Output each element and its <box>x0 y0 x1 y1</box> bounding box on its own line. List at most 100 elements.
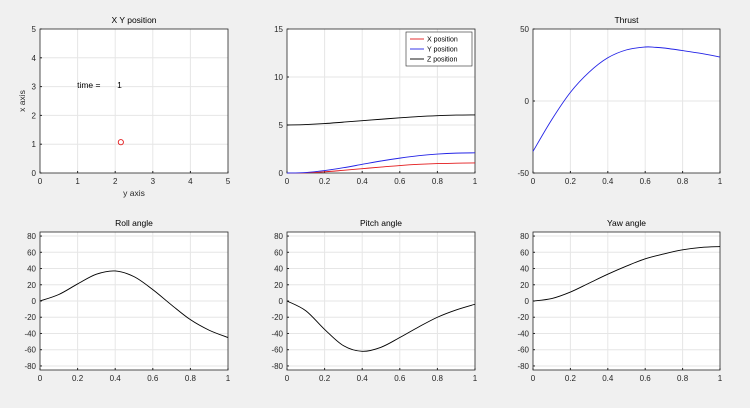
y-tick-label: 0 <box>525 297 530 306</box>
x-axis-label: y axis <box>123 188 145 198</box>
axes-box <box>286 28 476 174</box>
x-tick-label: 0.4 <box>110 374 122 383</box>
y-tick-label: -80 <box>24 362 36 371</box>
x-tick-label: 0 <box>531 374 536 383</box>
y-tick-label: 2 <box>32 111 37 120</box>
y-tick-label: -50 <box>517 169 529 178</box>
x-tick-label: 0.4 <box>357 374 369 383</box>
series-line <box>286 152 476 174</box>
x-tick-label: 0.2 <box>319 177 331 186</box>
series-line <box>286 114 476 126</box>
y-tick-label: -20 <box>24 313 36 322</box>
series-line <box>39 270 229 338</box>
x-tick-label: 0.8 <box>677 374 689 383</box>
y-tick-label: 5 <box>279 121 284 130</box>
legend-label: Y position <box>427 47 458 54</box>
x-tick-label: 0.2 <box>565 374 577 383</box>
y-tick-label: 0 <box>525 97 530 106</box>
time-value: 1 <box>117 80 122 90</box>
y-tick-label: 40 <box>27 265 36 274</box>
x-tick-label: 0.6 <box>640 177 652 186</box>
x-tick-label: 0.2 <box>565 177 577 186</box>
x-tick-label: 0.4 <box>357 177 369 186</box>
x-tick-label: 0.4 <box>602 177 614 186</box>
x-tick-label: 1 <box>718 374 723 383</box>
chart-title: Thrust <box>614 15 639 25</box>
y-tick-label: 60 <box>520 248 529 257</box>
x-tick-label: 0 <box>285 177 290 186</box>
x-tick-label: 2 <box>113 177 118 186</box>
legend-label: X position <box>427 37 458 44</box>
chart-title: Roll angle <box>115 218 153 228</box>
y-tick-label: 80 <box>27 232 36 241</box>
chart-title: X Y position <box>111 15 156 25</box>
y-tick-label: 10 <box>274 73 283 82</box>
y-tick-label: 3 <box>32 83 37 92</box>
y-axis-label: x axis <box>17 90 27 112</box>
y-tick-label: 5 <box>32 25 37 34</box>
axes-box <box>39 28 229 174</box>
y-tick-label: -80 <box>271 362 283 371</box>
y-tick-label: 0 <box>279 169 284 178</box>
legend: X position Y position Z position <box>405 31 473 67</box>
y-tick-label: 0 <box>32 297 37 306</box>
time-label: time = <box>77 80 100 90</box>
series-line <box>286 162 476 174</box>
y-tick-label: 4 <box>32 54 37 63</box>
y-tick-label: 20 <box>274 281 283 290</box>
x-tick-label: 0 <box>531 177 536 186</box>
y-tick-label: 20 <box>520 281 529 290</box>
x-tick-label: 0.6 <box>394 374 406 383</box>
y-tick-label: -60 <box>24 346 36 355</box>
x-tick-label: 1 <box>473 177 478 186</box>
x-tick-label: 0.6 <box>147 374 159 383</box>
x-tick-label: 0 <box>285 374 290 383</box>
series-line <box>286 300 476 352</box>
y-tick-label: -40 <box>271 329 283 338</box>
y-tick-label: 50 <box>520 25 529 34</box>
x-tick-label: 0 <box>38 374 43 383</box>
x-tick-label: 0.2 <box>319 374 331 383</box>
plot-area <box>40 29 228 173</box>
y-tick-label: 0 <box>279 297 284 306</box>
x-tick-label: 1 <box>75 177 80 186</box>
y-tick-label: 0 <box>32 169 37 178</box>
y-tick-label: 20 <box>27 281 36 290</box>
y-tick-label: -40 <box>24 329 36 338</box>
x-tick-label: 0.6 <box>394 177 406 186</box>
chart-4: 0 0.2 0.4 0.6 0.8 1 -80 -60 -40 -20 0 20 40 60 80 Roll … <box>24 218 230 383</box>
x-tick-label: 0 <box>38 177 43 186</box>
y-tick-label: 15 <box>274 25 283 34</box>
y-tick-label: -60 <box>271 346 283 355</box>
x-tick-label: 0.8 <box>185 374 197 383</box>
series-line <box>532 46 721 152</box>
x-tick-label: 0.6 <box>640 374 652 383</box>
series-line <box>532 246 721 302</box>
x-tick-label: 0.8 <box>677 177 689 186</box>
y-tick-label: 1 <box>32 140 37 149</box>
x-tick-label: 5 <box>226 177 231 186</box>
axes-box <box>532 28 721 174</box>
x-tick-label: 1 <box>473 374 478 383</box>
y-tick-label: 40 <box>274 265 283 274</box>
x-tick-label: 0.2 <box>72 374 84 383</box>
y-tick-label: -80 <box>517 362 529 371</box>
x-tick-label: 0.8 <box>432 374 444 383</box>
chart-5: 0 0.2 0.4 0.6 0.8 1 -80 -60 -40 -20 0 20 40 60 80 Pitch… <box>271 218 477 383</box>
x-tick-label: 3 <box>151 177 156 186</box>
y-tick-label: -40 <box>517 329 529 338</box>
y-tick-label: -20 <box>517 313 529 322</box>
x-tick-label: 1 <box>718 177 723 186</box>
y-tick-label: 80 <box>520 232 529 241</box>
x-tick-label: 4 <box>188 177 193 186</box>
x-tick-label: 1 <box>226 374 231 383</box>
chart-title: Pitch angle <box>360 218 402 228</box>
y-tick-label: 40 <box>520 265 529 274</box>
y-tick-label: 60 <box>27 248 36 257</box>
chart-6: 0 0.2 0.4 0.6 0.8 1 -80 -60 -40 -20 0 20 40 60 80 Yaw a… <box>517 218 722 383</box>
y-tick-label: -20 <box>271 313 283 322</box>
y-tick-label: 60 <box>274 248 283 257</box>
